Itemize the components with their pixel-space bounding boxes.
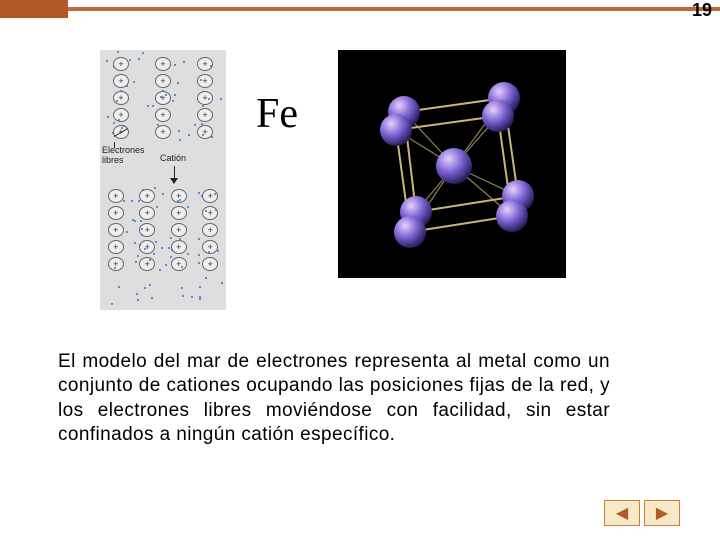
cation: + <box>202 257 218 271</box>
cation: + <box>139 223 155 237</box>
cation: + <box>197 74 213 88</box>
cation: + <box>113 57 129 71</box>
cation: + <box>113 108 129 122</box>
cation: + <box>197 57 213 71</box>
cation: + <box>108 206 124 220</box>
header-line <box>68 7 720 11</box>
body-text: El modelo del mar de electrones represen… <box>58 350 610 447</box>
cation: + <box>155 125 171 139</box>
cation: + <box>171 189 187 203</box>
lattice-svg <box>338 50 566 278</box>
nav-controls: ◀ ▶ <box>604 500 680 526</box>
content-area: + + + + + + + + + + + + + + + Electrones libres Catión… <box>0 50 720 310</box>
cation: + <box>113 74 129 88</box>
cation: + <box>108 223 124 237</box>
cation: + <box>171 257 187 271</box>
cation: + <box>155 57 171 71</box>
cation: + <box>202 206 218 220</box>
cation: + <box>171 223 187 237</box>
cation: + <box>108 240 124 254</box>
prev-arrow-icon: ◀ <box>616 503 628 523</box>
cation: + <box>155 91 171 105</box>
cation: + <box>197 91 213 105</box>
cation: + <box>197 125 213 139</box>
arrow-electrons-1 <box>114 142 115 148</box>
element-symbol: Fe <box>256 90 298 310</box>
label-electrons: Electrones libres <box>102 146 150 166</box>
cation: + <box>202 189 218 203</box>
cation: + <box>108 257 124 271</box>
cation: + <box>108 189 124 203</box>
cation: + <box>171 240 187 254</box>
lattice-diagram <box>338 50 566 278</box>
next-arrow-icon: ▶ <box>656 503 668 523</box>
cation: + <box>155 108 171 122</box>
cation: + <box>139 206 155 220</box>
header-accent <box>0 0 68 18</box>
cation-grid-bottom: + + + + + + + + + + + + + + + + + + + + <box>100 186 226 271</box>
cation: + <box>139 189 155 203</box>
cation: + <box>155 74 171 88</box>
cation: + <box>139 257 155 271</box>
header-bar <box>0 0 720 18</box>
arrow-cation-head <box>170 178 178 184</box>
cation: + <box>113 91 129 105</box>
cation: + <box>197 108 213 122</box>
next-button[interactable]: ▶ <box>644 500 680 526</box>
cation: + <box>202 240 218 254</box>
label-cation: Catión <box>160 154 186 164</box>
slide-number: 19 <box>692 0 712 21</box>
electron-sea-diagram: + + + + + + + + + + + + + + + Electrones libres Catión… <box>100 50 226 310</box>
cation: + <box>171 206 187 220</box>
cation-grid-top: +++++++++++++++ <box>100 54 226 139</box>
prev-button[interactable]: ◀ <box>604 500 640 526</box>
cation: + <box>139 240 155 254</box>
cation: + <box>202 223 218 237</box>
